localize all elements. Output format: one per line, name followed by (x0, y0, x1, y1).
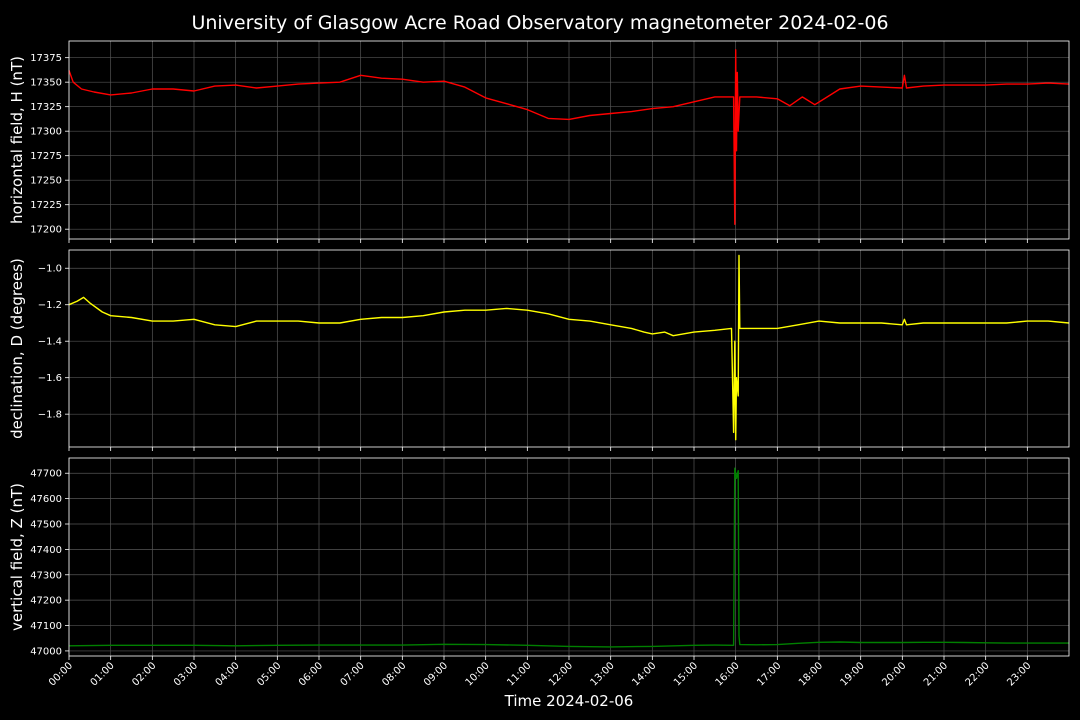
y-tick-label-3-0: 47000 (30, 646, 62, 657)
x-tick-label-1: 01:00 (89, 660, 117, 688)
x-tick-label-2: 02:00 (130, 660, 158, 688)
y-tick-label-1-2: 17250 (30, 176, 62, 187)
y-axis-label-2: declination, D (degrees) (8, 258, 26, 439)
y-tick-label-3-7: 47700 (30, 469, 62, 480)
x-tick-label-3: 03:00 (172, 660, 200, 688)
y-tick-label-1-0: 17200 (30, 225, 62, 236)
x-tick-label-23: 23:00 (1005, 660, 1033, 688)
y-tick-label-3-1: 47100 (30, 621, 62, 632)
x-tick-label-15: 15:00 (672, 660, 700, 688)
series-line-2 (68, 254, 1070, 441)
x-tick-label-10: 10:00 (464, 660, 492, 688)
x-tick-label-8: 08:00 (380, 660, 408, 688)
chart-title: University of Glasgow Acre Road Observat… (191, 12, 888, 34)
x-tick-label-13: 13:00 (589, 660, 617, 688)
panel-frame-1 (68, 40, 1070, 240)
x-tick-label-7: 07:00 (339, 660, 367, 688)
y-tick-label-3-5: 47500 (30, 520, 62, 531)
x-tick-label-11: 11:00 (505, 660, 533, 688)
x-tick-label-17: 17:00 (755, 660, 783, 688)
panel-frame-3 (68, 457, 1070, 657)
x-axis-label: Time 2024-02-06 (504, 692, 634, 710)
y-tick-label-2-2: −1.4 (38, 337, 62, 348)
y-tick-label-1-3: 17275 (30, 151, 62, 162)
x-tick-label-6: 06:00 (297, 660, 325, 688)
y-tick-label-3-6: 47600 (30, 494, 62, 505)
y-tick-label-2-1: −1.6 (38, 373, 62, 384)
y-tick-label-1-5: 17325 (30, 102, 62, 113)
x-tick-label-19: 19:00 (839, 660, 867, 688)
panel-2: −1.8 −1.6 −1.4 −1.2 −1.0 declination, D (degr… (8, 249, 1070, 451)
x-tick-label-5: 05:00 (255, 660, 283, 688)
y-tick-label-1-7: 17375 (30, 53, 62, 64)
y-tick-label-1-4: 17300 (30, 127, 62, 138)
x-tick-label-22: 22:00 (964, 660, 992, 688)
y-tick-label-2-4: −1.0 (38, 264, 62, 275)
y-tick-label-3-2: 47200 (30, 596, 62, 607)
y-axis-label-3: vertical field, Z (nT) (8, 483, 26, 631)
y-axis-label-1: horizontal field, H (nT) (8, 56, 26, 224)
series-line-3 (68, 467, 1069, 648)
x-tick-label-21: 21:00 (922, 660, 950, 688)
x-tick-label-9: 09:00 (422, 660, 450, 688)
x-tick-label-12: 12:00 (547, 660, 575, 688)
x-tick-label-0: 00:00 (47, 660, 75, 688)
y-tick-label-3-4: 47400 (30, 545, 62, 556)
x-tick-label-16: 16:00 (714, 660, 742, 688)
x-tick-label-4: 04:00 (214, 660, 242, 688)
y-tick-label-2-0: −1.8 (38, 410, 62, 421)
y-tick-label-3-3: 47300 (30, 570, 62, 581)
x-tick-label-18: 18:00 (797, 660, 825, 688)
x-tick-label-14: 14:00 (630, 660, 658, 688)
y-tick-label-2-3: −1.2 (38, 300, 62, 311)
x-tick-label-20: 20:00 (880, 660, 908, 688)
panel-frame-2 (68, 249, 1070, 448)
panel-1: 17200 17225 17250 17275 17300 17325 17350 17375… (8, 40, 1070, 243)
panel-3: 47000 47100 47200 47300 47400 47500 47600 47700… (8, 457, 1070, 660)
y-tick-label-1-1: 17225 (30, 200, 62, 211)
series-line-1 (68, 49, 1070, 226)
y-tick-label-1-6: 17350 (30, 78, 62, 89)
